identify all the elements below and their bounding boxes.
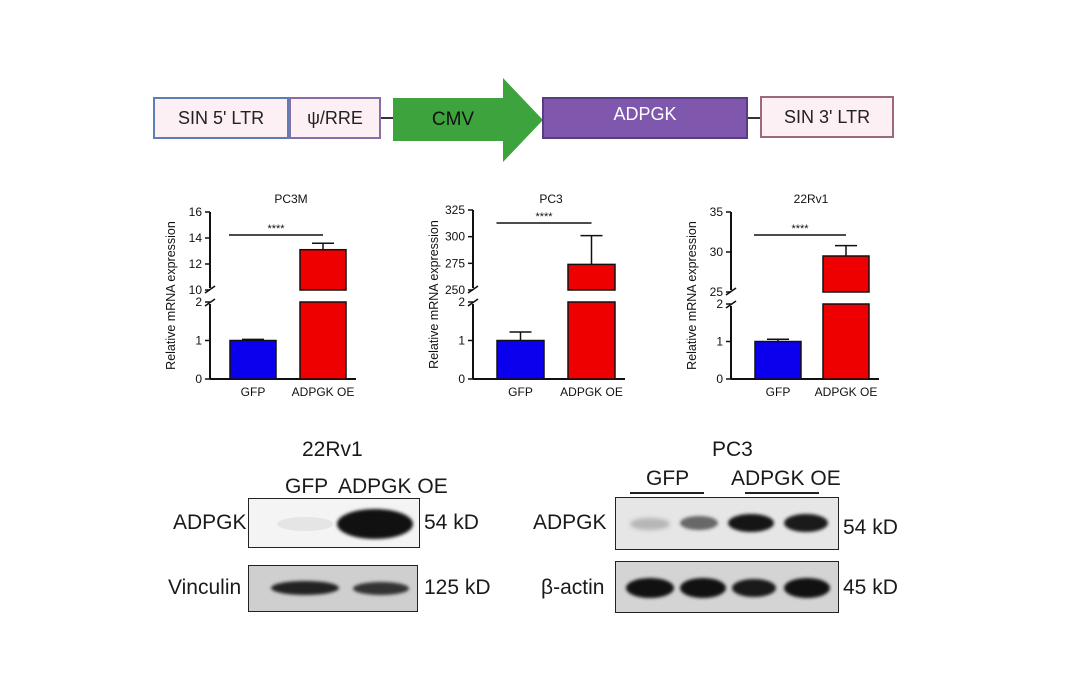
blot-right-group-oe: ADPGK OE [731,467,841,490]
chart1-xtick-oe: ADPGK OE [292,385,355,399]
blot-right-row1-band-1 [630,518,670,530]
chart1-upper-tick-label: 10 [189,283,203,297]
chart2-upper-tick-label: 250 [445,283,465,297]
chart1-lower-tick-label: 1 [195,334,202,348]
chart2-bar-oe-lower [567,301,616,380]
chart3-upper-tick-label: 35 [710,205,724,219]
blot-left-group-gfp: GFP [285,475,329,498]
blot-left-group-oe: ADPGK OE [338,475,448,498]
blot-right-row2-band-2 [680,578,726,598]
chart2-lower-tick-label: 2 [458,295,465,309]
blot-right-row1-protein: ADPGK [533,511,607,534]
chart3-lower-tick-label: 1 [716,335,723,349]
blot-right-title: PC3 [712,438,753,461]
blot-left-row1-band-gfp [277,517,333,531]
construct-sin3-label: SIN 3' LTR [783,106,871,127]
blot-right-row1-band-2 [680,516,718,530]
blot-right-row2-size: 45 kD [843,576,898,599]
chart1-bar-gfp [229,339,277,380]
blot-right-row1-band-3 [728,514,774,532]
chart2-bar-gfp [496,339,545,380]
chart1-bar-break-gap [299,291,347,301]
blot-right-row1-panel [615,497,839,550]
blot-left-row2-size: 125 kD [424,576,491,599]
cmv-arrow-shape [393,78,543,162]
construct-psi-label: ψ/RRE [307,107,363,128]
chart1-significance-label: **** [267,223,285,235]
blot-right-row1-band-4 [784,514,828,532]
blot-right-gfp-underline [630,492,704,494]
chart2-upper-tick-label: 325 [445,203,465,217]
chart3-upper-tick-label: 25 [710,285,724,299]
chart2-upper-tick-label: 300 [445,230,465,244]
blot-right-row2-band-1 [626,578,674,598]
chart3-title: 22Rv1 [794,192,829,206]
blot-left-row1-band-oe [337,509,413,539]
blot-right-row1-size: 54 kD [843,516,898,539]
blot-left-row2-band-oe [353,582,409,595]
chart3-lower-tick-label: 2 [716,297,723,311]
blot-right-row2-band-3 [732,579,776,597]
chart3-bar-oe-lower [822,303,870,380]
blot-left-row2-band-gfp [271,581,339,595]
blot-left-row1-panel [248,498,420,548]
chart1-lower-tick-label: 0 [195,372,202,386]
blot-right-group-gfp: GFP [646,467,690,490]
chart2-xtick-oe: ADPGK OE [560,385,623,399]
chart3-significance-label: **** [791,223,809,235]
chart1-ylabel: Relative mRNA expression [164,221,178,370]
chart2-ylabel: Relative mRNA expression [427,220,441,369]
chart3-bar-gfp [754,340,802,380]
chart3-bar-break-gap [822,293,870,303]
chart2-bar-break-gap [567,291,616,301]
chart1-lower-tick-label: 2 [195,295,202,309]
chart3-ylabel: Relative mRNA expression [685,221,699,370]
blot-right-row2-panel [615,561,839,613]
construct-line-1 [381,117,394,119]
blot-right-row2-protein: β-actin [541,576,605,599]
chart1-upper-tick-label: 16 [189,205,203,219]
chart2-xtick-gfp: GFP [508,385,533,399]
blot-right-oe-underline [745,492,819,494]
construct-sin5-ltr: SIN 5' LTR [153,97,289,139]
blot-left-row2-protein: Vinculin [168,576,242,599]
construct-cmv-label: CMV [431,109,475,130]
chart1-upper-tick-label: 14 [189,231,203,245]
chart2-title: PC3 [539,192,563,206]
chart3-xtick-oe: ADPGK OE [815,385,878,399]
chart2-lower-tick-label: 1 [458,334,465,348]
chart2-upper-tick-label: 275 [445,256,465,270]
chart3-upper-tick-label: 30 [710,245,724,259]
chart1-bar-oe-lower [299,301,347,380]
chart1-title: PC3M [274,192,307,206]
construct-sin3-ltr: SIN 3' LTR [760,96,894,138]
blot-left-row1-size: 54 kD [424,511,479,534]
chart3-bar-oe-upper [822,255,870,293]
chart2-bar-oe-upper [567,263,616,291]
construct-line-2 [748,117,760,119]
chart1-upper-tick-label: 12 [189,257,203,271]
blot-left-row1-protein: ADPGK [173,511,247,534]
construct-sin5-label: SIN 5' LTR [177,107,265,128]
chart3-lower-tick-label: 0 [716,372,723,386]
chart1-bar-oe-upper [299,248,347,291]
blot-left-title: 22Rv1 [302,438,363,461]
construct-cmv-arrow [393,78,543,162]
chart3-xtick-gfp: GFP [766,385,791,399]
chart2-significance-label: **** [535,211,553,223]
blot-right-row2-band-4 [784,578,830,598]
chart1-xtick-gfp: GFP [241,385,266,399]
construct-adpgk: ADPGK [542,97,748,139]
blot-left-row2-panel [248,565,418,612]
construct-psi-rre: ψ/RRE [289,97,381,139]
construct-adpgk-label: ADPGK [613,103,677,124]
chart2-lower-tick-label: 0 [458,372,465,386]
